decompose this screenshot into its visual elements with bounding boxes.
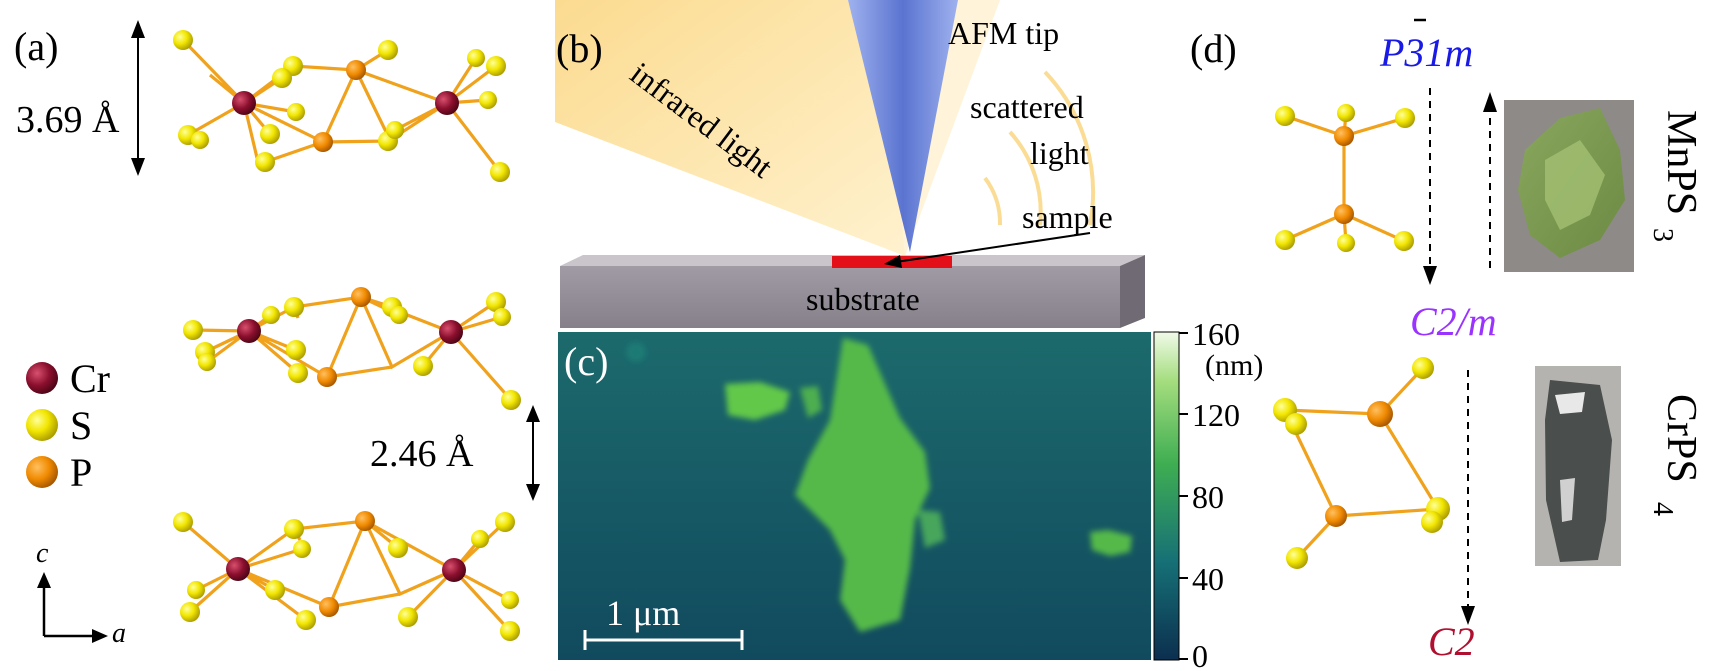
infrared-beam: [555, 0, 905, 256]
phase-label-c2m: C2/m: [1410, 299, 1497, 344]
crps4-subscript: 4: [1647, 502, 1678, 516]
substrate-label: substrate: [806, 281, 920, 317]
dimension-arrow-top: [131, 20, 145, 176]
axis-indicator: c a: [36, 538, 126, 649]
colorbar-tick-0: 0: [1192, 638, 1208, 671]
transition-arrows: [1429, 88, 1491, 610]
panel-b-label: (b): [556, 26, 603, 71]
scale-bar: [583, 630, 744, 650]
colorbar-tick-40: 40: [1192, 561, 1224, 597]
scattered-light-arcs: [983, 70, 1096, 226]
crps4-label-group: CrPS 4: [1647, 394, 1704, 516]
panel-a-label: (a): [14, 24, 58, 69]
atoms-layer-1: [173, 30, 510, 182]
mnps3-photo: [1504, 100, 1634, 272]
panel-d-label: (d): [1190, 26, 1237, 71]
scattered-label-line1: scattered: [970, 89, 1084, 125]
afm-flakes: [626, 338, 1132, 632]
legend-label-s: S: [70, 403, 92, 448]
panel-b: (b) infrared light AFM tip scattered lig…: [555, 0, 1145, 328]
panel-c-label: (c): [564, 339, 608, 384]
panel-d: (d) P31m C2/m C2: [1190, 18, 1704, 664]
panel-a: (a) 3.69 Å 2.46 Å: [14, 20, 540, 649]
colorbar-tick-120: 120: [1192, 397, 1240, 433]
phase-label-c2: C2: [1428, 619, 1475, 664]
interlayer-distance-mid: 2.46 Å: [370, 433, 474, 475]
scale-bar-label: 1 μm: [606, 593, 680, 633]
atoms-layer-2: [183, 287, 521, 410]
colorbar: [1153, 331, 1180, 661]
mnps3-label-group: MnPS 3: [1647, 110, 1704, 242]
legend-swatch-s: [26, 409, 58, 441]
colorbar-unit: (nm): [1205, 349, 1263, 382]
atom-legend: Cr S P: [26, 356, 110, 495]
mnps3-cluster: [1275, 104, 1415, 252]
axis-c-label: c: [36, 538, 49, 569]
crps4-cluster: [1273, 357, 1450, 569]
legend-label-p: P: [70, 450, 92, 495]
panel-c: 160 (nm) 120 80 40 0 (c) 1 μm: [558, 316, 1263, 671]
atoms-layer-3: [173, 511, 520, 641]
crps4-label: CrPS: [1658, 394, 1704, 483]
interlayer-distance-top: 3.69 Å: [16, 99, 120, 141]
legend-label-cr: Cr: [70, 356, 110, 401]
legend-swatch-cr: [26, 362, 58, 394]
phase-label-p31m: P31m: [1379, 30, 1473, 75]
colorbar-ticks: [1179, 332, 1188, 660]
sample-pointer-line: [895, 232, 1091, 263]
mnps3-label: MnPS: [1658, 110, 1704, 215]
colorbar-tick-160: 160: [1192, 316, 1240, 352]
scattered-label-line2: light: [1030, 135, 1089, 171]
afm-tip-label: AFM tip: [948, 15, 1059, 51]
crps4-photo: [1535, 366, 1621, 566]
colorbar-tick-80: 80: [1192, 479, 1224, 515]
afm-tip: [848, 0, 958, 252]
sample-label: sample: [1022, 199, 1113, 235]
axis-a-label: a: [112, 618, 126, 649]
dimension-arrow-mid: [526, 405, 540, 501]
mnps3-subscript: 3: [1647, 228, 1678, 242]
legend-swatch-p: [26, 456, 58, 488]
